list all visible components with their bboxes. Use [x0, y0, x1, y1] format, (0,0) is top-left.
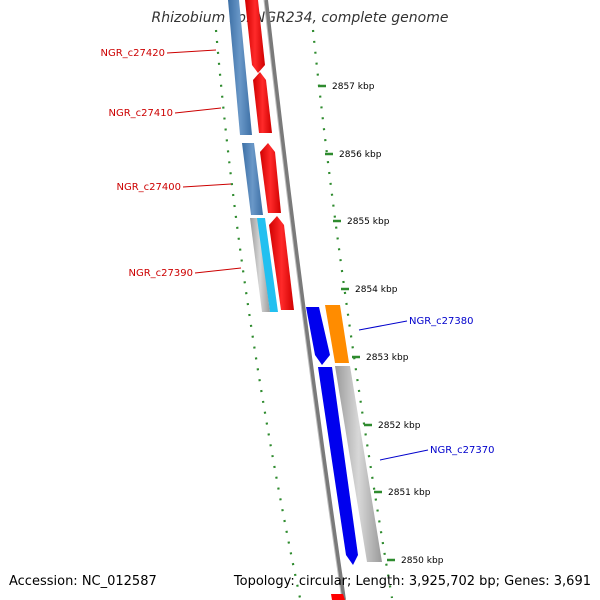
scale-tick-label: 2850 kbp [401, 556, 444, 566]
next-gene-fragment [331, 594, 345, 600]
scale-tick-label: 2857 kbp [332, 82, 375, 92]
gene-NGR_c27420-block[interactable] [228, 0, 252, 135]
scale-tick-label: 2852 kbp [378, 421, 421, 431]
gene-label-leader [358, 320, 408, 331]
gene-label-NGR_c27370[interactable]: NGR_c27370 [430, 445, 495, 456]
gene-NGR_c27370-block[interactable] [318, 366, 382, 565]
gene-label-leader [174, 107, 222, 114]
outer-guide-track [311, 29, 394, 599]
backbone-line [264, 0, 346, 600]
scale-tick-label: 2853 kbp [366, 353, 409, 363]
inner-guide-track [214, 29, 302, 599]
gene-label-leader [379, 449, 429, 461]
gene-NGR_c27380-block[interactable] [306, 305, 349, 365]
gene-label-NGR_c27420[interactable]: NGR_c27420 [101, 48, 166, 59]
scale-ticks: 2857 kbp 2856 kbp 2855 kbp 2854 kbp 2853 kbp… [318, 82, 444, 566]
gene-NGR_c27400-block[interactable] [242, 143, 263, 215]
gene-label-NGR_c27400[interactable]: NGR_c27400 [117, 182, 182, 193]
genome-stats: Topology: circular; Length: 3,925,702 bp… [233, 574, 591, 589]
scale-tick-label: 2856 kbp [339, 150, 382, 160]
gene-label-leader [194, 267, 242, 274]
gene-label-NGR_c27410[interactable]: NGR_c27410 [109, 108, 174, 119]
gene-NGR_c27410-forward[interactable] [253, 72, 272, 133]
scale-tick-label: 2855 kbp [347, 217, 390, 227]
backbone-highlight [263, 0, 343, 600]
gene-label-NGR_c27390[interactable]: NGR_c27390 [129, 268, 194, 279]
gene-label-leader [166, 49, 217, 54]
gene-NGR_c27400-forward[interactable] [260, 143, 281, 213]
gene-label-leader [182, 183, 232, 188]
gene-NGR_c27390-forward[interactable] [269, 216, 294, 310]
gene-NGR_c27390-blocks[interactable] [250, 218, 278, 312]
map-title: Rhizobium sp. NGR234, complete genome [151, 10, 449, 26]
gene-labels: NGR_c27420 NGR_c27410 NGR_c27400 NGR_c27390… [101, 48, 495, 461]
gene-NGR_c27420-forward[interactable] [245, 0, 265, 73]
scale-tick-label: 2851 kbp [388, 488, 431, 498]
accession-label: Accession: NC_012587 [9, 574, 157, 589]
gene-label-NGR_c27380[interactable]: NGR_c27380 [409, 316, 474, 327]
scale-tick-label: 2854 kbp [355, 285, 398, 295]
